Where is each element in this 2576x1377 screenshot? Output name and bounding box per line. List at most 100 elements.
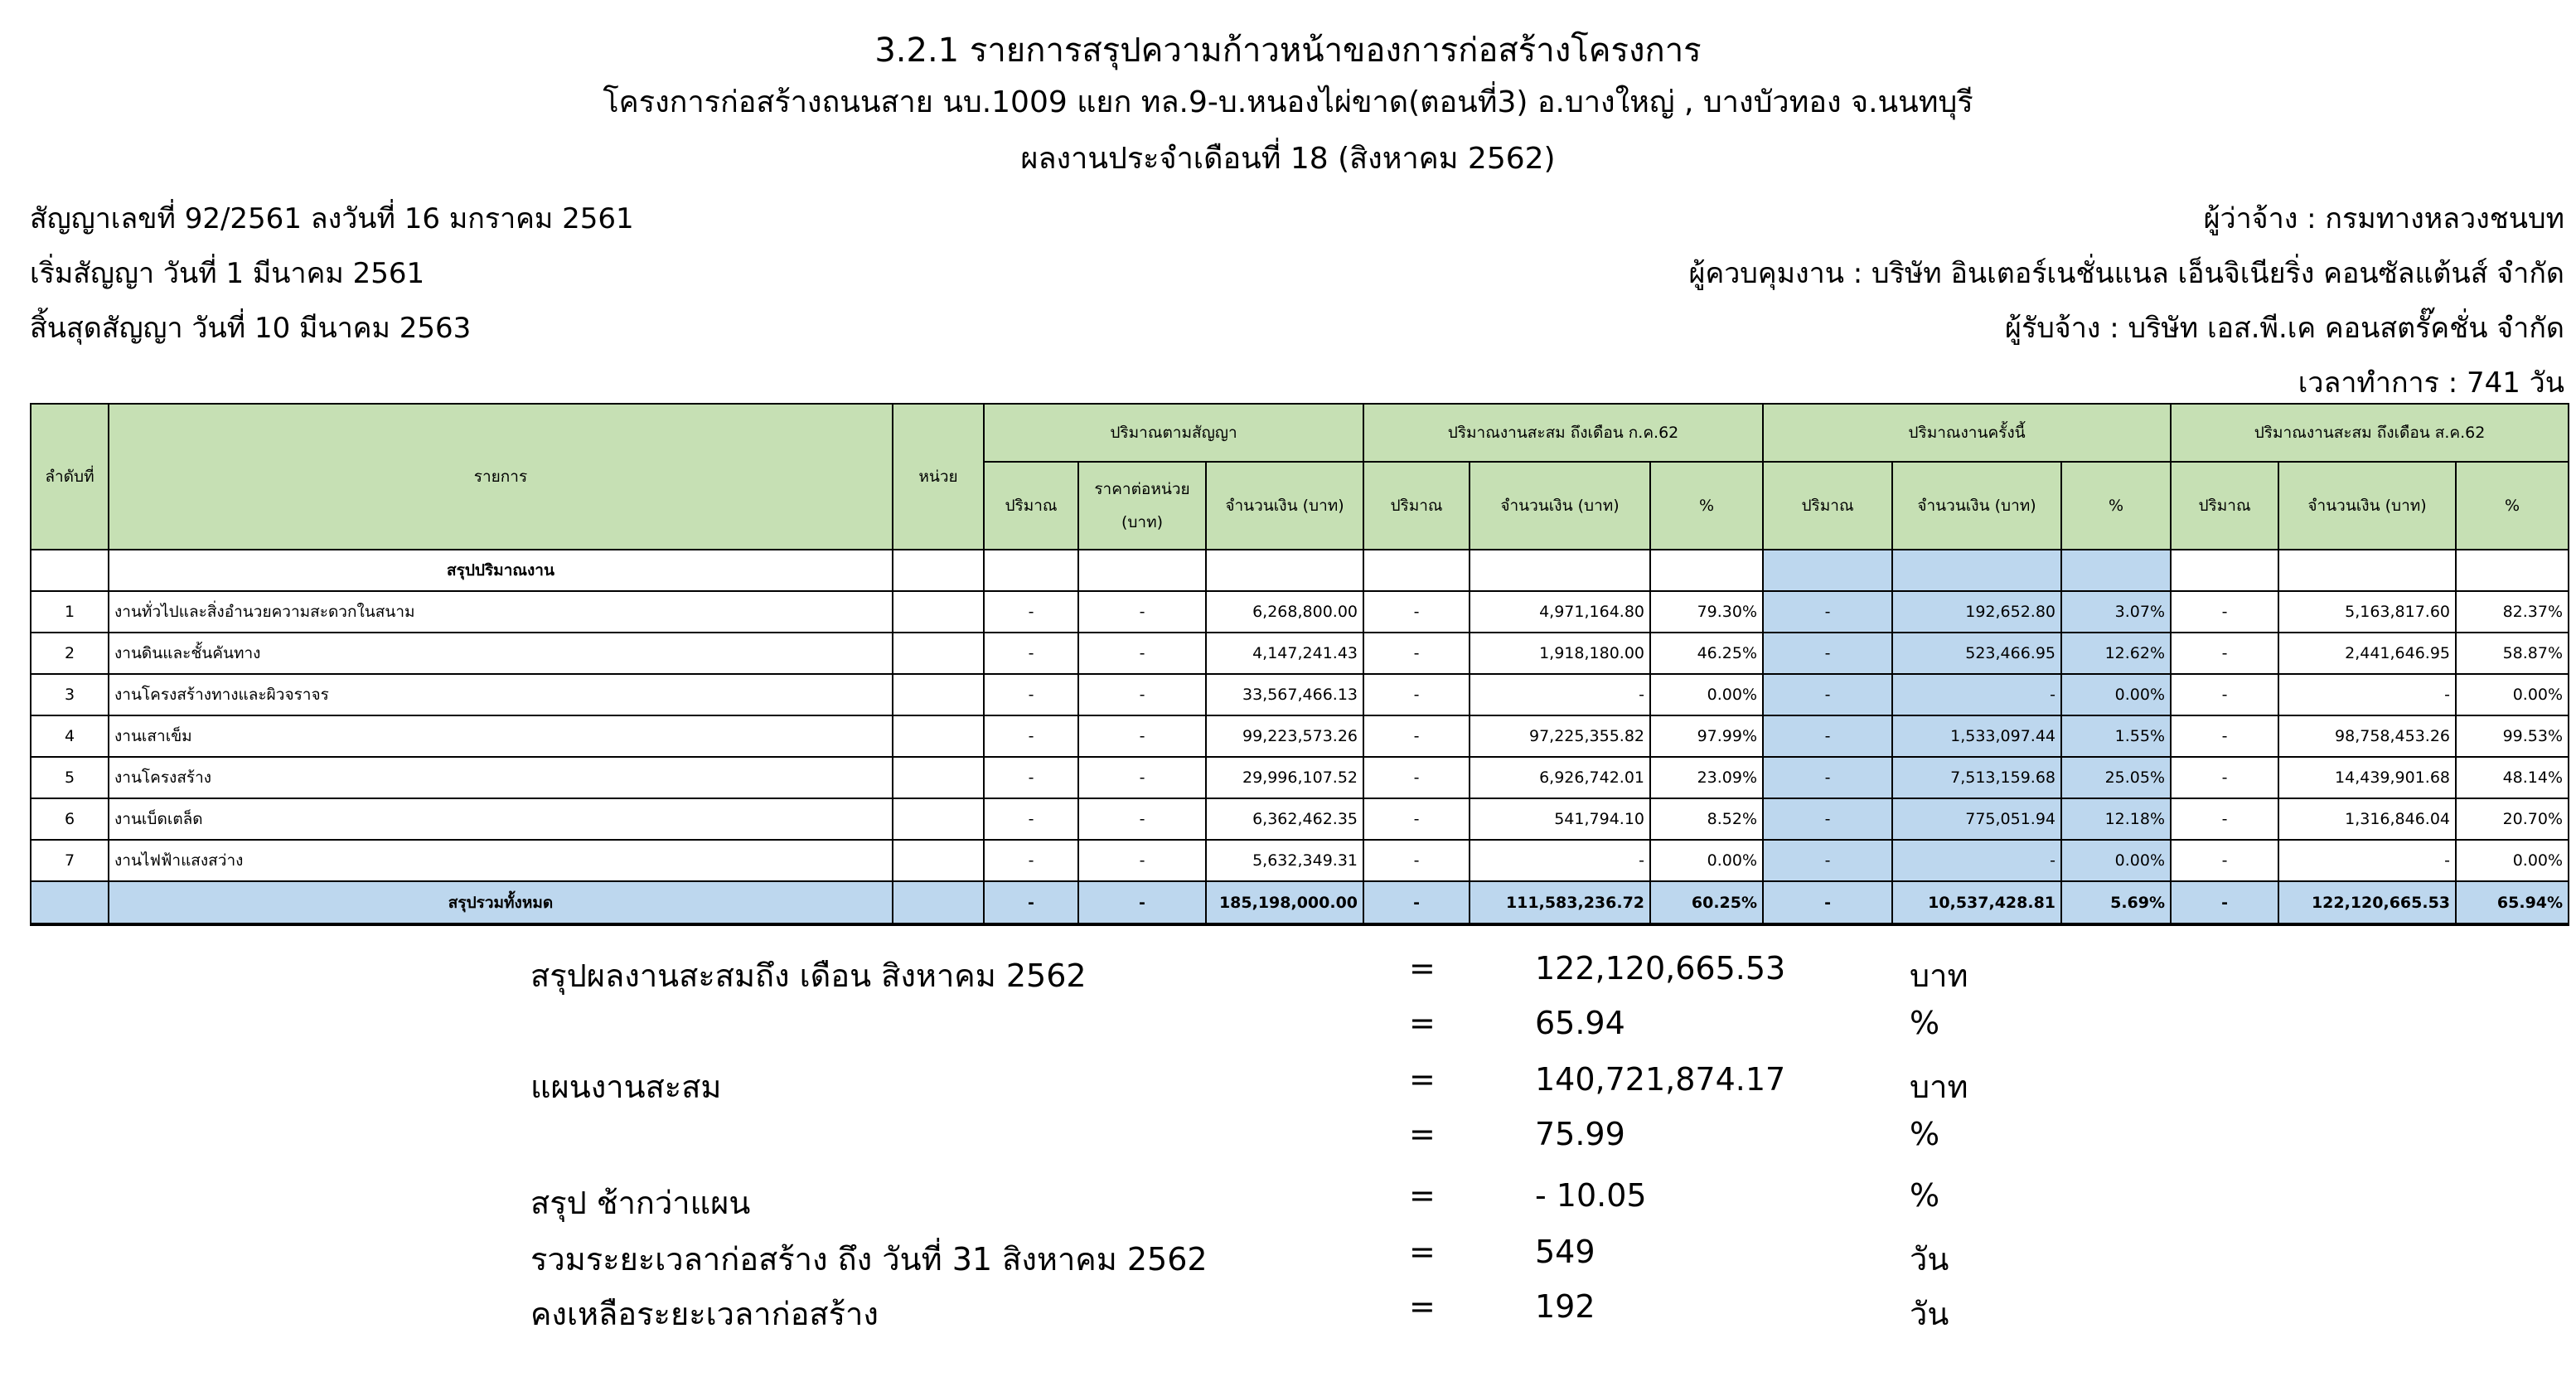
prev-amount: 541,794.10 <box>1469 798 1652 841</box>
current-qty: - <box>1762 590 1894 633</box>
prev-pct: 0.00% <box>1649 839 1765 882</box>
contract-qty: - <box>983 798 1079 841</box>
summary-unit: บาท <box>1910 1069 1968 1105</box>
prev-qty: - <box>1363 798 1471 841</box>
current-qty: - <box>1762 880 1894 926</box>
contract-amount: 99,223,573.26 <box>1204 715 1365 758</box>
header-group-contract: ปริมาณตามสัญญา <box>982 403 1365 463</box>
current-amount: - <box>1891 673 2063 716</box>
header-no: ลำดับที่ <box>30 403 109 550</box>
summary-value: 549 <box>1535 1234 1595 1270</box>
current-amount: 523,466.95 <box>1891 632 2063 675</box>
summary-value: 122,120,665.53 <box>1535 950 1786 987</box>
header-unit-price: ราคาต่อหน่วย (บาท) <box>1077 461 1207 550</box>
unit-price: - <box>1077 632 1207 675</box>
contract-duration: เวลาทำการ : 741 วัน <box>2298 366 2564 400</box>
contract-amount: 29,996,107.52 <box>1204 756 1365 799</box>
contract-qty: - <box>983 715 1079 758</box>
prev-amount: 111,583,236.72 <box>1469 880 1652 926</box>
cum-qty: - <box>2170 673 2280 716</box>
summary-label: รวมระยะเวลาก่อสร้าง ถึง วันที่ 31 สิงหาค… <box>530 1241 1208 1278</box>
row-item: งานเสาเข็ม <box>108 715 893 758</box>
row-unit <box>892 673 985 716</box>
table-row: 7 งานไฟฟ้าแสงสว่าง - -5,632,349.31- -0.00% - -… <box>30 839 2570 882</box>
unit-price: - <box>1077 590 1207 633</box>
prev-qty: - <box>1363 715 1471 758</box>
unit-price: - <box>1077 798 1207 841</box>
summary-value: 75.99 <box>1535 1116 1625 1152</box>
summary-value: 140,721,874.17 <box>1535 1061 1786 1098</box>
summary-equals: = <box>1409 1177 1436 1214</box>
summary-equals: = <box>1409 950 1436 987</box>
header-group-cumulative: ปริมาณงานสะสม ถึงเดือน ส.ค.62 <box>2170 403 2570 463</box>
report-title: 3.2.1 รายการสรุปความก้าวหน้าของการก่อสร้… <box>874 32 1702 70</box>
project-name: โครงการก่อสร้างถนนสาย นบ.1009 แยก ทล.9-บ… <box>603 85 1973 119</box>
section-title: สรุปปริมาณงาน <box>108 549 893 592</box>
supervisor: ผู้ควบคุมงาน : บริษัท อินเตอร์เนชั่นแนล … <box>1688 257 2564 290</box>
table-row: 6 งานเบ็ดเตล็ด - -6,362,462.35-541,794.10 8.… <box>30 798 2570 841</box>
prev-qty: - <box>1363 839 1471 882</box>
row-number: 4 <box>30 715 109 758</box>
row-item: งานโครงสร้าง <box>108 756 893 799</box>
report-period: ผลงานประจำเดือนที่ 18 (สิงหาคม 2562) <box>1020 142 1556 176</box>
row-number <box>30 880 109 926</box>
cum-amount: 5,163,817.60 <box>2278 590 2457 633</box>
prev-pct: 60.25% <box>1649 880 1765 926</box>
current-pct: 0.00% <box>2060 673 2172 716</box>
header-pct: % <box>1649 461 1765 550</box>
row-unit <box>892 839 985 882</box>
header-unit: หน่วย <box>892 403 985 550</box>
summary-unit: % <box>1910 1005 1940 1041</box>
row-number: 7 <box>30 839 109 882</box>
contract-number: สัญญาเลขที่ 92/2561 ลงวันที่ 16 มกราคม 2… <box>30 202 634 235</box>
cum-qty: - <box>2170 715 2280 758</box>
header-amount: จำนวนเงิน (บาท) <box>1891 461 2063 550</box>
cum-pct: 58.87% <box>2455 632 2570 675</box>
current-pct: 0.00% <box>2060 839 2172 882</box>
cum-qty: - <box>2170 798 2280 841</box>
current-qty: - <box>1762 632 1894 675</box>
unit-price: - <box>1077 839 1207 882</box>
summary-label: คงเหลือระยะเวลาก่อสร้าง <box>530 1296 879 1332</box>
contract-end: สิ้นสุดสัญญา วันที่ 10 มีนาคม 2563 <box>30 312 472 345</box>
prev-amount: 1,918,180.00 <box>1469 632 1652 675</box>
current-amount: 7,513,159.68 <box>1891 756 2063 799</box>
summary-unit: วัน <box>1910 1241 1949 1278</box>
prev-amount: 4,971,164.80 <box>1469 590 1652 633</box>
contract-qty: - <box>983 756 1079 799</box>
contract-qty: - <box>983 632 1079 675</box>
current-pct: 12.62% <box>2060 632 2172 675</box>
unit-price: - <box>1077 880 1207 926</box>
summary-unit: วัน <box>1910 1296 1949 1332</box>
current-qty: - <box>1762 715 1894 758</box>
cum-qty: - <box>2170 756 2280 799</box>
current-pct: 12.18% <box>2060 798 2172 841</box>
current-pct: 1.55% <box>2060 715 2172 758</box>
prev-amount: - <box>1469 673 1652 716</box>
header-group-prev: ปริมาณงานสะสม ถึงเดือน ก.ค.62 <box>1363 403 1765 463</box>
current-pct: 25.05% <box>2060 756 2172 799</box>
prev-amount: 6,926,742.01 <box>1469 756 1652 799</box>
cum-pct: 82.37% <box>2455 590 2570 633</box>
current-amount: 192,652.80 <box>1891 590 2063 633</box>
cum-qty: - <box>2170 880 2280 926</box>
row-item: งานไฟฟ้าแสงสว่าง <box>108 839 893 882</box>
header-qty: ปริมาณ <box>1363 461 1471 550</box>
row-unit <box>892 590 985 633</box>
row-item: งานทั่วไปและสิ่งอำนวยความสะดวกในสนาม <box>108 590 893 633</box>
header-pct: % <box>2060 461 2172 550</box>
current-pct: 5.69% <box>2060 880 2172 926</box>
cum-pct: 48.14% <box>2455 756 2570 799</box>
employer: ผู้ว่าจ้าง : กรมทางหลวงชนบท <box>2203 202 2564 235</box>
cum-pct: 99.53% <box>2455 715 2570 758</box>
summary-unit: % <box>1910 1116 1940 1152</box>
prev-qty: - <box>1363 590 1471 633</box>
unit-price: - <box>1077 715 1207 758</box>
header-qty: ปริมาณ <box>983 461 1079 550</box>
header-item: รายการ <box>108 403 893 550</box>
contract-amount: 33,567,466.13 <box>1204 673 1365 716</box>
header-amount: จำนวนเงิน (บาท) <box>1469 461 1652 550</box>
prev-pct: 97.99% <box>1649 715 1765 758</box>
summary-equals: = <box>1409 1005 1436 1041</box>
row-item: งานดินและชั้นคันทาง <box>108 632 893 675</box>
